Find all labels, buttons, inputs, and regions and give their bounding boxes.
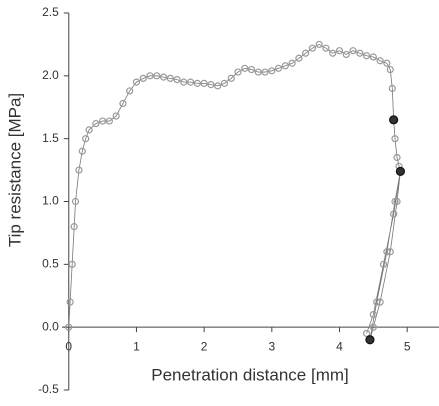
data-point — [166, 74, 174, 82]
data-point — [105, 117, 113, 125]
data-point — [214, 82, 222, 90]
x-tick-label: 2 — [201, 339, 208, 353]
data-point — [159, 73, 168, 81]
y-tick-label: 1.5 — [42, 131, 59, 145]
data-point — [369, 311, 377, 319]
data-point — [220, 79, 229, 87]
data-point — [126, 87, 134, 95]
data-point — [247, 65, 256, 74]
data-point — [70, 223, 78, 231]
data-point — [376, 57, 384, 65]
data-point — [388, 84, 396, 93]
data-point — [362, 329, 371, 338]
x-tick-label: 4 — [336, 339, 343, 353]
data-point — [207, 81, 215, 89]
y-tick-label: 2.0 — [42, 68, 59, 82]
data-point — [356, 49, 364, 57]
x-tick-label: 0 — [65, 339, 72, 353]
trace-line — [68, 43, 401, 340]
highlight-point — [389, 115, 399, 125]
data-point — [173, 76, 181, 84]
y-tick-label: -0.5 — [38, 382, 59, 396]
data-point — [153, 72, 161, 80]
data-point — [119, 99, 127, 108]
data-point — [379, 260, 388, 268]
data-point — [376, 298, 384, 306]
x-axis-title: Penetration distance [mm] — [151, 365, 348, 384]
data-point — [373, 298, 381, 306]
data-point — [393, 197, 401, 206]
data-point — [315, 40, 323, 49]
data-point — [65, 323, 73, 331]
data-point — [369, 53, 377, 61]
data-point — [193, 79, 201, 87]
data-point — [66, 298, 74, 306]
data-point — [75, 166, 83, 174]
highlight-point — [395, 166, 406, 176]
data-point — [254, 68, 262, 76]
data-point — [295, 54, 303, 62]
data-point — [85, 126, 93, 134]
data-point — [274, 64, 283, 72]
data-point — [241, 64, 249, 72]
y-tick-label: 2.5 — [42, 5, 59, 19]
data-point — [200, 79, 208, 87]
data-point — [99, 117, 107, 125]
data-point — [139, 74, 147, 82]
data-point — [391, 135, 399, 143]
data-point — [386, 65, 394, 74]
data-point — [369, 323, 377, 331]
x-tick-label: 5 — [404, 339, 411, 353]
data-point — [302, 49, 310, 57]
data-point — [268, 67, 276, 75]
y-axis-title: Tip resistance [MPa] — [5, 93, 24, 247]
data-point — [288, 59, 296, 67]
data-point — [391, 197, 399, 206]
data-point — [383, 59, 391, 67]
y-tick-label: 0.5 — [42, 257, 59, 271]
data-point — [383, 248, 391, 256]
data-point — [349, 47, 357, 55]
data-point — [308, 44, 317, 52]
data-point — [335, 47, 344, 55]
data-point — [82, 135, 90, 143]
data-point — [92, 119, 100, 128]
data-point — [393, 153, 401, 162]
x-tick-label: 1 — [133, 339, 140, 353]
data-point — [68, 260, 76, 268]
data-point — [390, 210, 398, 218]
data-point — [386, 248, 394, 256]
data-point — [132, 78, 141, 86]
data-point — [342, 50, 350, 59]
y-tick-label: 0.0 — [42, 319, 59, 333]
data-point — [322, 44, 330, 52]
data-point — [146, 72, 154, 80]
data-point — [329, 49, 337, 57]
data-point — [362, 52, 371, 60]
data-point — [227, 74, 235, 82]
data-point — [261, 68, 269, 76]
data-point — [180, 78, 188, 86]
data-point — [71, 197, 80, 206]
data-point — [234, 68, 242, 76]
x-tick-label: 3 — [268, 339, 275, 353]
data-point — [112, 112, 120, 120]
highlight-point — [365, 335, 375, 345]
data-point — [186, 78, 195, 86]
data-point — [281, 62, 289, 70]
y-tick-label: 1.0 — [42, 194, 59, 208]
data-point — [78, 147, 86, 155]
